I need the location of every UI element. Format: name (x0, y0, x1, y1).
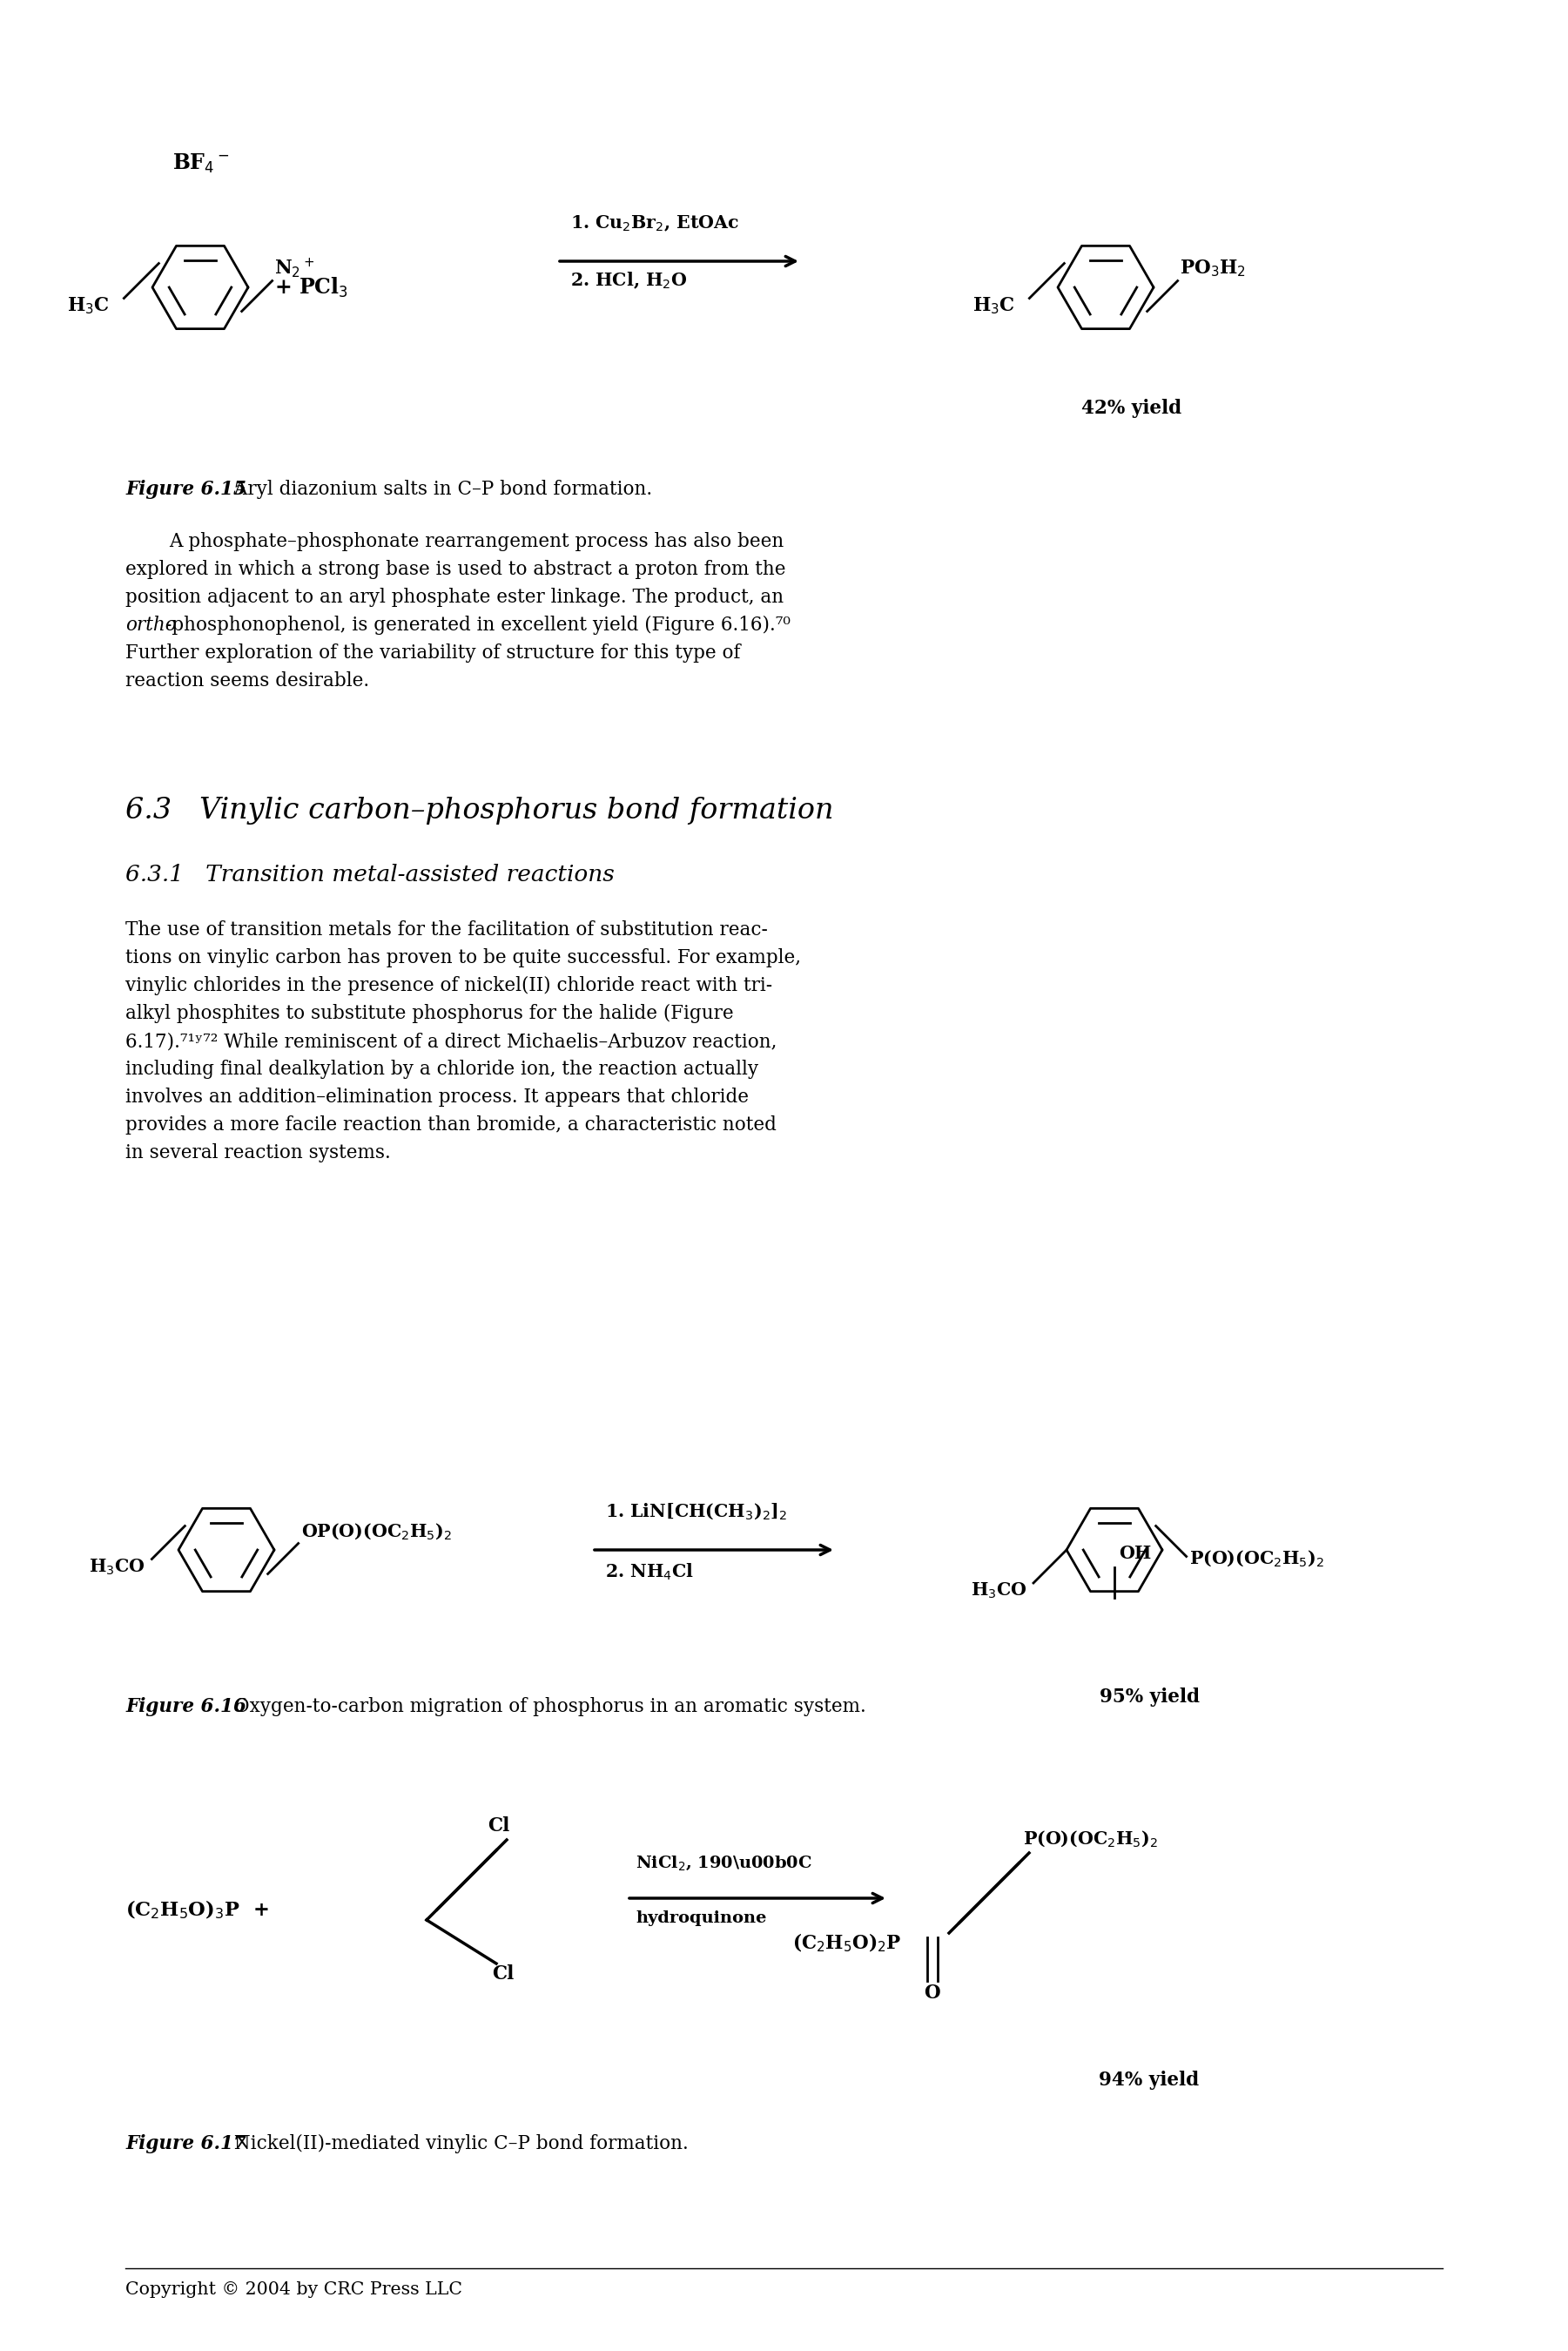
Text: Nickel(II)-mediated vinylic C–P bond formation.: Nickel(II)-mediated vinylic C–P bond for… (227, 2135, 688, 2154)
Text: 6.17).⁷¹ʸ⁷² While reminiscent of a direct Michaelis–Arbuzov reaction,: 6.17).⁷¹ʸ⁷² While reminiscent of a direc… (125, 1032, 776, 1051)
Text: ortho: ortho (125, 616, 177, 635)
Text: 2. NH$_4$Cl: 2. NH$_4$Cl (605, 1561, 695, 1582)
Text: 95% yield: 95% yield (1099, 1688, 1200, 1707)
Text: BF$_4$$^-$: BF$_4$$^-$ (172, 153, 229, 176)
Text: ‐phosphonophenol, is generated in excellent yield (Figure 6.16).⁷⁰: ‐phosphonophenol, is generated in excell… (165, 616, 790, 635)
Text: 6.3   Vinylic carbon–phosphorus bond formation: 6.3 Vinylic carbon–phosphorus bond forma… (125, 797, 834, 825)
Text: OP(O)(OC$_2$H$_5$)$_2$: OP(O)(OC$_2$H$_5$)$_2$ (301, 1521, 452, 1540)
Text: 2. HCl, H$_2$O: 2. HCl, H$_2$O (571, 270, 687, 292)
Text: H$_3$C: H$_3$C (972, 296, 1014, 315)
Text: Cl: Cl (488, 1817, 510, 1836)
Text: Figure 6.17: Figure 6.17 (125, 2135, 246, 2154)
Text: Oxygen-to-carbon migration of phosphorus in an aromatic system.: Oxygen-to-carbon migration of phosphorus… (227, 1697, 866, 1716)
Text: O: O (924, 1984, 939, 2003)
Text: 42% yield: 42% yield (1082, 400, 1182, 418)
Text: in several reaction systems.: in several reaction systems. (125, 1143, 390, 1161)
Text: Figure 6.16: Figure 6.16 (125, 1697, 246, 1716)
Text: The use of transition metals for the facilitation of substitution reac-: The use of transition metals for the fac… (125, 919, 768, 940)
Text: P(O)(OC$_2$H$_5$)$_2$: P(O)(OC$_2$H$_5$)$_2$ (1189, 1549, 1323, 1568)
Text: P(O)(OC$_2$H$_5$)$_2$: P(O)(OC$_2$H$_5$)$_2$ (1022, 1829, 1159, 1848)
Text: H$_3$CO: H$_3$CO (89, 1556, 146, 1578)
Text: H$_3$CO: H$_3$CO (971, 1582, 1027, 1601)
Text: (C$_2$H$_5$O)$_3$P  +: (C$_2$H$_5$O)$_3$P + (125, 1897, 268, 1921)
Text: 1. LiN[CH(CH$_3$)$_2$]$_2$: 1. LiN[CH(CH$_3$)$_2$]$_2$ (605, 1502, 787, 1521)
Text: Further exploration of the variability of structure for this type of: Further exploration of the variability o… (125, 644, 740, 663)
Text: alkyl phosphites to substitute phosphorus for the halide (Figure: alkyl phosphites to substitute phosphoru… (125, 1004, 734, 1023)
Text: hydroquinone: hydroquinone (635, 1911, 767, 1925)
Text: reaction seems desirable.: reaction seems desirable. (125, 672, 368, 691)
Text: N$_2$$^+$: N$_2$$^+$ (274, 256, 314, 280)
Text: Figure 6.15: Figure 6.15 (125, 480, 246, 498)
Text: OH: OH (1118, 1545, 1151, 1561)
Text: Cl: Cl (492, 1965, 514, 1984)
Text: Copyright © 2004 by CRC Press LLC: Copyright © 2004 by CRC Press LLC (125, 2280, 463, 2297)
Text: NiCl$_2$, 190\u00b0C: NiCl$_2$, 190\u00b0C (635, 1855, 812, 1871)
Text: including final dealkylation by a chloride ion, the reaction actually: including final dealkylation by a chlori… (125, 1060, 759, 1079)
Text: 94% yield: 94% yield (1099, 2071, 1200, 2090)
Text: 6.3.1   Transition metal-assisted reactions: 6.3.1 Transition metal-assisted reaction… (125, 863, 615, 886)
Text: involves an addition–elimination process. It appears that chloride: involves an addition–elimination process… (125, 1089, 750, 1107)
Text: vinylic chlorides in the presence of nickel(II) chloride react with tri-: vinylic chlorides in the presence of nic… (125, 976, 773, 994)
Text: position adjacent to an aryl phosphate ester linkage. The product, an: position adjacent to an aryl phosphate e… (125, 588, 784, 607)
Text: Aryl diazonium salts in C–P bond formation.: Aryl diazonium salts in C–P bond formati… (227, 480, 652, 498)
Text: 1. Cu$_2$Br$_2$, EtOAc: 1. Cu$_2$Br$_2$, EtOAc (571, 214, 740, 233)
Text: explored in which a strong base is used to abstract a proton from the: explored in which a strong base is used … (125, 560, 786, 578)
Text: provides a more facile reaction than bromide, a characteristic noted: provides a more facile reaction than bro… (125, 1114, 776, 1136)
Text: tions on vinylic carbon has proven to be quite successful. For example,: tions on vinylic carbon has proven to be… (125, 947, 801, 966)
Text: PO$_3$H$_2$: PO$_3$H$_2$ (1179, 259, 1245, 280)
Text: H$_3$C: H$_3$C (67, 296, 110, 315)
Text: A phosphate–phosphonate rearrangement process has also been: A phosphate–phosphonate rearrangement pr… (169, 531, 784, 550)
Text: + PCl$_3$: + PCl$_3$ (274, 275, 348, 299)
Text: (C$_2$H$_5$O)$_2$P: (C$_2$H$_5$O)$_2$P (792, 1933, 902, 1954)
